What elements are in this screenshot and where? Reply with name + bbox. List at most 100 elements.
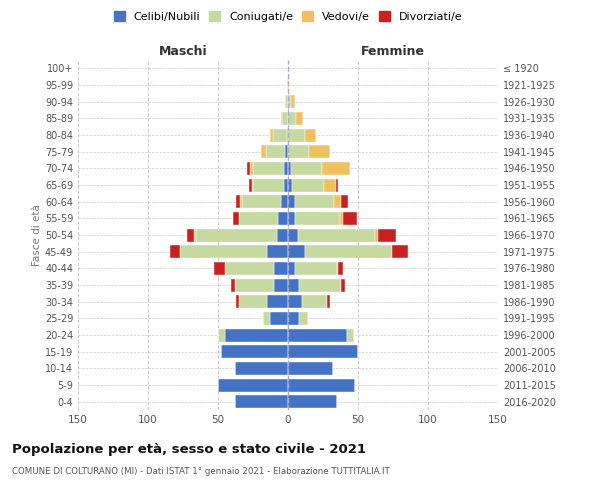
Bar xyxy=(251,178,253,192)
Bar xyxy=(341,195,348,208)
Bar xyxy=(292,178,325,192)
Bar xyxy=(270,128,272,141)
Bar xyxy=(335,178,338,192)
Bar xyxy=(288,328,347,342)
Bar xyxy=(305,128,316,141)
Bar xyxy=(377,228,396,241)
Bar xyxy=(225,328,288,342)
Bar xyxy=(218,378,288,392)
Bar xyxy=(194,228,196,241)
Bar xyxy=(250,162,253,175)
Bar xyxy=(296,112,304,125)
Bar xyxy=(283,112,288,125)
Bar xyxy=(288,162,291,175)
Bar xyxy=(288,362,333,375)
Bar xyxy=(295,195,334,208)
Bar xyxy=(298,228,375,241)
Bar xyxy=(347,328,354,342)
Bar xyxy=(287,128,288,141)
Bar xyxy=(225,262,274,275)
Bar xyxy=(288,95,291,108)
Bar xyxy=(180,245,267,258)
Bar xyxy=(288,228,298,241)
Bar xyxy=(278,212,288,225)
Y-axis label: Fasce di età: Fasce di età xyxy=(32,204,42,266)
Bar xyxy=(288,312,299,325)
Bar xyxy=(340,212,343,225)
Bar xyxy=(281,195,288,208)
Bar xyxy=(375,228,377,241)
Bar xyxy=(236,195,241,208)
Bar xyxy=(288,128,305,141)
Bar xyxy=(287,78,288,92)
Bar xyxy=(272,128,287,141)
Bar xyxy=(288,78,289,92)
Bar xyxy=(322,162,350,175)
Bar xyxy=(288,178,292,192)
Bar xyxy=(299,312,308,325)
Bar xyxy=(262,145,266,158)
Bar xyxy=(291,162,322,175)
Text: Popolazione per età, sesso e stato civile - 2021: Popolazione per età, sesso e stato civil… xyxy=(12,442,366,456)
Bar xyxy=(242,195,281,208)
Bar xyxy=(288,262,295,275)
Bar xyxy=(327,295,330,308)
Bar xyxy=(263,312,270,325)
Legend: Celibi/Nubili, Coniugati/e, Vedovi/e, Divorziati/e: Celibi/Nubili, Coniugati/e, Vedovi/e, Di… xyxy=(110,8,466,25)
Bar xyxy=(305,245,392,258)
Bar xyxy=(288,245,305,258)
Bar xyxy=(235,395,288,408)
Bar xyxy=(249,178,251,192)
Bar xyxy=(253,162,284,175)
Bar xyxy=(288,278,299,291)
Bar xyxy=(299,278,341,291)
Text: Maschi: Maschi xyxy=(158,44,208,58)
Bar xyxy=(285,145,288,158)
Bar xyxy=(288,212,295,225)
Bar xyxy=(302,295,327,308)
Bar xyxy=(274,262,288,275)
Bar xyxy=(196,228,277,241)
Bar xyxy=(338,262,343,275)
Bar xyxy=(295,212,340,225)
Bar xyxy=(214,262,225,275)
Bar xyxy=(341,278,346,291)
Bar xyxy=(170,245,180,258)
Bar xyxy=(230,278,235,291)
Bar xyxy=(392,245,409,258)
Bar xyxy=(325,178,335,192)
Bar xyxy=(266,145,285,158)
Bar xyxy=(309,145,330,158)
Bar xyxy=(236,295,239,308)
Bar xyxy=(281,112,283,125)
Bar xyxy=(239,212,278,225)
Bar xyxy=(247,162,250,175)
Text: Femmine: Femmine xyxy=(361,44,425,58)
Bar xyxy=(267,245,288,258)
Bar xyxy=(288,112,296,125)
Bar xyxy=(241,195,242,208)
Bar xyxy=(235,362,288,375)
Bar xyxy=(187,228,194,241)
Bar xyxy=(218,328,225,342)
Bar xyxy=(239,295,267,308)
Bar xyxy=(337,262,338,275)
Bar xyxy=(288,195,295,208)
Bar xyxy=(295,262,337,275)
Bar xyxy=(285,95,288,108)
Bar xyxy=(334,195,341,208)
Bar xyxy=(288,295,302,308)
Bar xyxy=(253,178,284,192)
Bar xyxy=(288,345,358,358)
Bar xyxy=(221,345,288,358)
Bar xyxy=(288,145,309,158)
Bar xyxy=(288,395,337,408)
Bar xyxy=(291,95,295,108)
Bar xyxy=(270,312,288,325)
Bar xyxy=(284,162,288,175)
Bar xyxy=(284,178,288,192)
Text: COMUNE DI COLTURANO (MI) - Dati ISTAT 1° gennaio 2021 - Elaborazione TUTTITALIA.: COMUNE DI COLTURANO (MI) - Dati ISTAT 1°… xyxy=(12,468,390,476)
Bar xyxy=(343,212,356,225)
Bar xyxy=(288,378,355,392)
Bar xyxy=(277,228,288,241)
